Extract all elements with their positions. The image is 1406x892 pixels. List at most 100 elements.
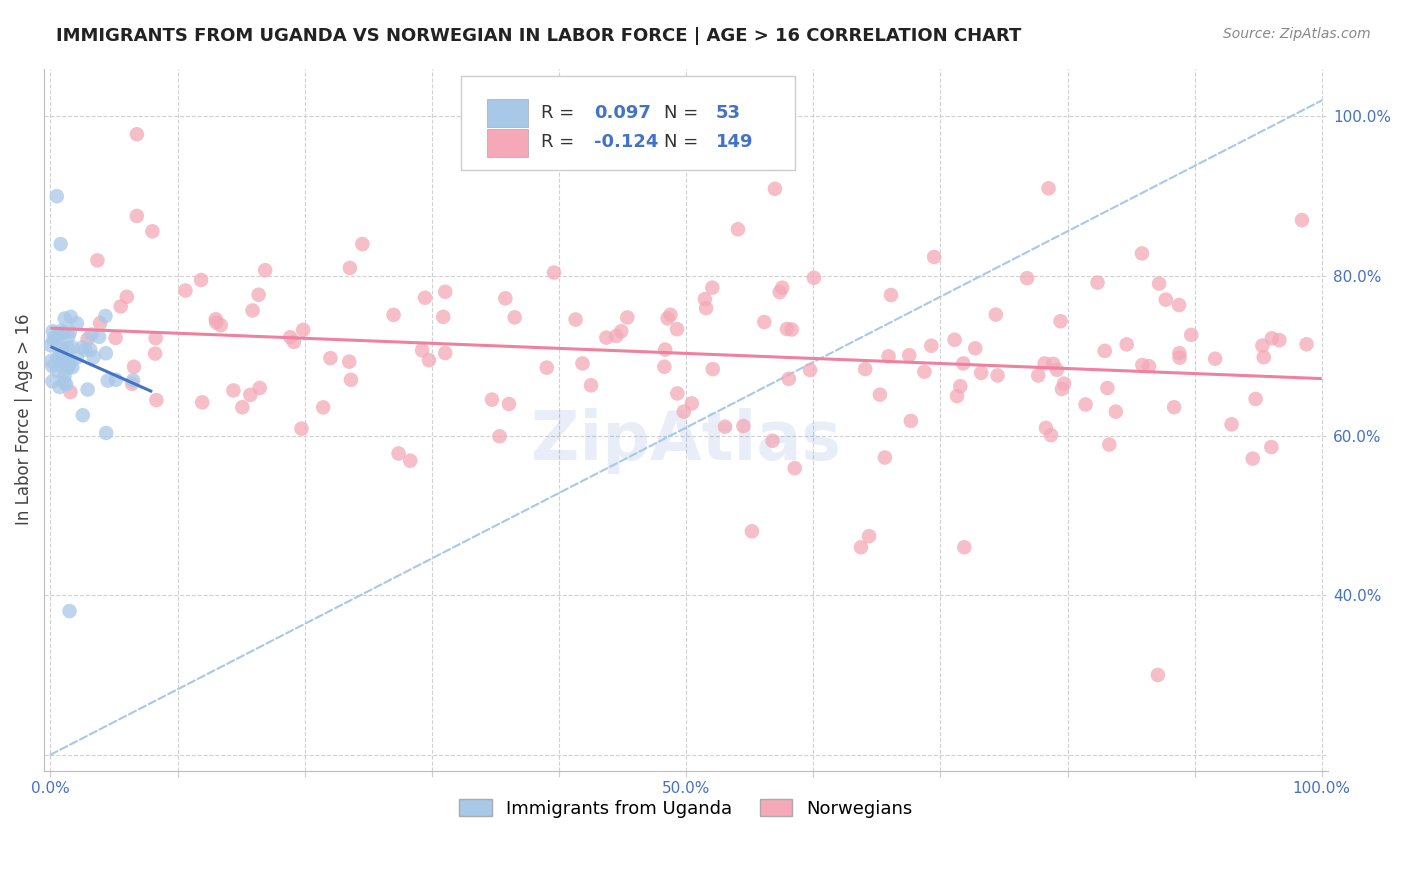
Point bbox=[434, 346, 457, 360]
Point bbox=[1087, 276, 1109, 290]
Point bbox=[965, 342, 987, 356]
Point bbox=[503, 310, 526, 325]
Point bbox=[59, 385, 82, 400]
Point bbox=[39, 338, 62, 352]
Point bbox=[858, 529, 880, 543]
Point bbox=[1042, 357, 1064, 371]
Point bbox=[46, 338, 69, 352]
Text: ZipAtlas: ZipAtlas bbox=[531, 408, 841, 474]
Point bbox=[770, 281, 793, 295]
Point bbox=[49, 353, 72, 368]
Point bbox=[1244, 392, 1267, 406]
Point bbox=[94, 346, 117, 360]
Point bbox=[898, 348, 921, 362]
Legend: Immigrants from Uganda, Norwegians: Immigrants from Uganda, Norwegians bbox=[453, 791, 920, 825]
Point bbox=[42, 324, 65, 338]
Point bbox=[340, 373, 363, 387]
Point bbox=[1291, 213, 1313, 227]
Point bbox=[122, 373, 145, 387]
Point bbox=[1038, 181, 1060, 195]
Point bbox=[1251, 338, 1274, 352]
Point bbox=[659, 308, 682, 322]
Point bbox=[943, 333, 966, 347]
Point bbox=[205, 316, 228, 330]
Point bbox=[803, 270, 825, 285]
Point bbox=[666, 322, 689, 336]
Point bbox=[733, 419, 755, 434]
Text: 0.097: 0.097 bbox=[593, 103, 651, 121]
Point bbox=[352, 237, 374, 252]
Point bbox=[714, 419, 737, 434]
Point bbox=[1147, 668, 1170, 682]
Point bbox=[66, 351, 89, 365]
Point bbox=[799, 363, 821, 377]
Point bbox=[319, 351, 342, 366]
Point bbox=[681, 396, 703, 410]
Point bbox=[488, 429, 510, 443]
Point bbox=[1074, 398, 1097, 412]
Point bbox=[1098, 437, 1121, 451]
Point bbox=[494, 291, 516, 305]
Point bbox=[869, 387, 891, 401]
Point bbox=[672, 405, 695, 419]
Point bbox=[283, 334, 305, 349]
Point bbox=[1130, 246, 1153, 260]
Point bbox=[1094, 343, 1116, 358]
Point bbox=[231, 401, 253, 415]
Point bbox=[387, 446, 409, 460]
Point bbox=[780, 322, 803, 336]
Point bbox=[778, 372, 800, 386]
Point bbox=[94, 425, 117, 440]
Point bbox=[115, 290, 138, 304]
Point bbox=[1147, 277, 1170, 291]
Point bbox=[754, 315, 776, 329]
Point bbox=[769, 285, 792, 299]
Point bbox=[605, 329, 627, 343]
Point bbox=[204, 312, 226, 326]
Text: N =: N = bbox=[664, 103, 704, 121]
Point bbox=[702, 280, 724, 294]
Point bbox=[1039, 428, 1062, 442]
Point bbox=[125, 209, 148, 223]
Point bbox=[1241, 451, 1264, 466]
Point bbox=[1261, 331, 1284, 345]
Point bbox=[1046, 363, 1069, 377]
Point bbox=[278, 330, 301, 344]
Point bbox=[761, 434, 783, 448]
Point bbox=[60, 340, 83, 354]
Point bbox=[1204, 351, 1226, 366]
Point bbox=[174, 284, 197, 298]
Point bbox=[727, 222, 749, 236]
FancyBboxPatch shape bbox=[461, 76, 796, 170]
Point bbox=[339, 260, 361, 275]
Point bbox=[1050, 382, 1073, 396]
Point bbox=[949, 379, 972, 393]
Point bbox=[849, 541, 872, 555]
Text: R =: R = bbox=[541, 103, 581, 121]
Point bbox=[1097, 381, 1119, 395]
Point bbox=[763, 182, 786, 196]
Point bbox=[53, 376, 76, 390]
Point bbox=[1168, 346, 1191, 360]
Point bbox=[53, 311, 76, 326]
Point bbox=[695, 301, 717, 315]
Point bbox=[51, 326, 73, 341]
Point bbox=[58, 604, 80, 618]
Point bbox=[498, 397, 520, 411]
FancyBboxPatch shape bbox=[486, 99, 529, 128]
Point bbox=[59, 356, 82, 370]
Point bbox=[45, 189, 67, 203]
Point bbox=[953, 541, 976, 555]
Point bbox=[564, 312, 586, 326]
Point bbox=[411, 343, 433, 358]
Point bbox=[59, 310, 82, 324]
Point bbox=[56, 361, 79, 376]
Point bbox=[853, 362, 876, 376]
Point bbox=[41, 374, 63, 388]
Point bbox=[912, 365, 935, 379]
Point bbox=[89, 330, 111, 344]
Point bbox=[952, 356, 974, 370]
Point bbox=[946, 389, 969, 403]
Point bbox=[877, 349, 900, 363]
Point bbox=[58, 359, 80, 373]
